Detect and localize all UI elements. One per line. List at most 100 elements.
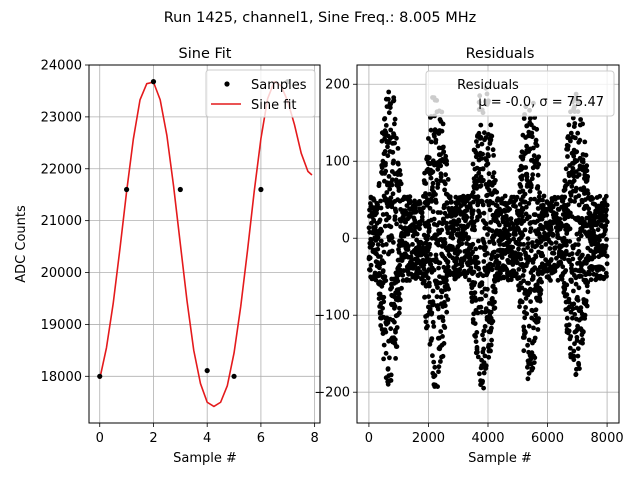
residual-point <box>487 207 493 213</box>
residual-point <box>585 280 591 285</box>
residual-point <box>388 378 394 383</box>
residual-point <box>521 324 527 330</box>
residual-point <box>583 298 589 304</box>
residual-point <box>575 323 580 329</box>
residual-point <box>381 356 386 362</box>
residual-point <box>421 205 426 211</box>
residual-point <box>569 251 575 257</box>
residual-point <box>494 189 500 195</box>
sine-fit-plot-area <box>97 79 313 408</box>
residual-point <box>585 289 591 295</box>
residual-point <box>554 201 560 207</box>
residual-point <box>582 312 588 318</box>
sine-fit-curve <box>98 80 313 408</box>
residual-point <box>413 204 418 210</box>
residual-point <box>386 96 391 102</box>
residual-point <box>447 194 453 200</box>
residual-point <box>442 240 448 246</box>
residual-point <box>444 278 449 283</box>
residual-point <box>537 298 543 304</box>
residual-point <box>569 184 575 189</box>
residual-point <box>492 305 498 311</box>
residual-point <box>574 327 580 333</box>
residual-point <box>534 143 540 149</box>
residual-point <box>367 255 373 261</box>
residual-point <box>456 218 462 224</box>
residual-point <box>388 195 394 201</box>
residual-point <box>510 222 516 227</box>
residual-point <box>471 311 477 317</box>
residual-point <box>378 238 384 244</box>
residual-point <box>376 181 382 186</box>
residual-point <box>457 249 463 254</box>
residual-point <box>530 172 536 178</box>
residual-point <box>527 214 532 220</box>
residual-point <box>377 217 383 223</box>
residual-point <box>533 212 538 218</box>
residual-point <box>417 222 423 227</box>
residual-point <box>572 121 578 126</box>
residual-point <box>572 199 577 204</box>
residual-point <box>398 181 404 187</box>
residual-point <box>421 278 427 284</box>
residual-point <box>378 254 383 259</box>
residual-point <box>485 232 490 237</box>
residual-point <box>416 265 421 271</box>
residual-point <box>548 257 554 262</box>
residual-point <box>522 199 528 205</box>
residual-point <box>425 233 431 239</box>
residual-point <box>553 211 559 217</box>
residual-point <box>466 277 472 283</box>
x-tick-label: 0 <box>365 431 373 446</box>
y-tick-label: 200 <box>325 78 350 93</box>
residual-point <box>535 184 541 189</box>
sample-point <box>97 373 103 379</box>
residual-point <box>501 219 506 225</box>
residual-point <box>537 190 542 196</box>
residual-point <box>436 265 441 271</box>
residual-point <box>526 280 531 286</box>
residual-point <box>440 318 446 324</box>
residual-point <box>383 278 389 283</box>
residual-point <box>433 200 439 205</box>
sample-point <box>150 79 157 85</box>
residual-point <box>532 196 537 202</box>
residual-point <box>391 240 396 245</box>
residual-point <box>488 309 494 315</box>
residual-point <box>555 277 561 283</box>
residual-point <box>435 306 441 312</box>
y-tick-label: 100 <box>325 155 350 170</box>
residual-point <box>482 324 488 329</box>
residual-point <box>538 287 544 293</box>
residual-point <box>477 211 483 216</box>
residual-point <box>550 233 556 238</box>
residual-point <box>583 152 589 158</box>
residual-point <box>485 251 490 256</box>
residual-point <box>502 193 508 199</box>
residual-point <box>392 140 397 146</box>
residual-point <box>580 340 585 346</box>
residual-point <box>564 282 570 288</box>
residual-point <box>566 304 572 310</box>
residual-point <box>395 161 401 167</box>
residual-point <box>539 244 544 250</box>
residual-point <box>571 348 577 354</box>
residual-point <box>481 240 487 246</box>
residual-point <box>490 147 496 153</box>
residual-point <box>392 337 398 342</box>
residual-point <box>597 193 603 199</box>
residual-point <box>470 208 476 214</box>
residual-point <box>467 255 473 261</box>
residual-point <box>540 202 546 208</box>
residual-point <box>578 273 584 279</box>
residual-point <box>426 136 431 141</box>
residual-point <box>496 260 502 266</box>
residual-point <box>417 226 422 232</box>
residual-point <box>570 306 576 312</box>
residual-point <box>435 303 441 308</box>
residual-point <box>533 137 539 143</box>
residual-point <box>488 122 494 128</box>
residual-point <box>388 127 394 133</box>
y-tick-label: 20000 <box>41 266 82 281</box>
residual-point <box>570 315 575 321</box>
